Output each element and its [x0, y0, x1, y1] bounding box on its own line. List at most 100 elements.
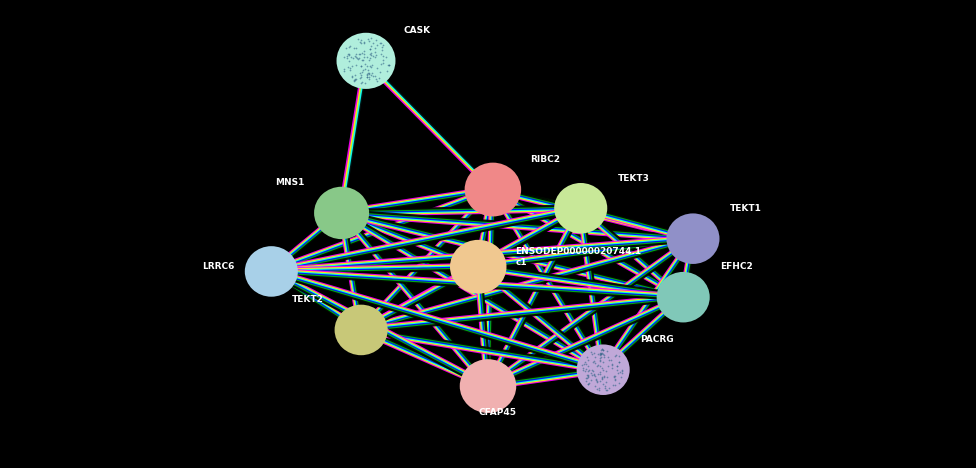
Point	[361, 69, 377, 76]
Point	[348, 53, 364, 61]
Point	[608, 351, 624, 358]
Point	[577, 360, 592, 368]
Point	[607, 382, 623, 389]
Point	[360, 70, 376, 77]
Point	[357, 79, 373, 86]
Point	[577, 358, 592, 366]
Point	[359, 71, 375, 78]
Point	[589, 376, 604, 384]
Point	[336, 65, 351, 73]
Point	[353, 62, 369, 70]
Ellipse shape	[460, 359, 516, 413]
Text: TEKT3: TEKT3	[618, 174, 650, 183]
Text: RIBC2: RIBC2	[530, 155, 560, 164]
Point	[578, 361, 593, 368]
Point	[592, 370, 608, 378]
Point	[381, 61, 396, 69]
Point	[363, 71, 379, 78]
Point	[595, 380, 611, 388]
Point	[360, 36, 376, 43]
Point	[581, 366, 596, 374]
Point	[595, 351, 611, 359]
Point	[590, 385, 605, 393]
Point	[580, 353, 595, 360]
Point	[578, 366, 593, 373]
Point	[376, 56, 391, 64]
Point	[612, 368, 628, 376]
Point	[342, 57, 357, 65]
Point	[613, 373, 629, 381]
Point	[374, 51, 389, 58]
Point	[368, 76, 384, 83]
Ellipse shape	[667, 213, 719, 264]
Point	[363, 35, 379, 42]
Point	[587, 353, 602, 361]
Point	[604, 361, 620, 368]
Point	[367, 54, 383, 61]
Point	[347, 77, 363, 84]
Point	[597, 382, 613, 390]
Point	[587, 372, 602, 380]
Point	[579, 377, 594, 385]
Point	[581, 356, 596, 364]
Point	[343, 64, 358, 72]
Ellipse shape	[337, 33, 395, 89]
Point	[581, 373, 596, 380]
Point	[374, 44, 389, 51]
Point	[606, 373, 622, 380]
Point	[360, 66, 376, 73]
Point	[596, 373, 612, 380]
Point	[361, 57, 377, 64]
Point	[346, 72, 362, 79]
Point	[356, 38, 372, 45]
Point	[604, 364, 620, 372]
Point	[597, 384, 613, 391]
Point	[375, 52, 390, 60]
Point	[362, 45, 378, 53]
Point	[370, 77, 386, 84]
Point	[581, 380, 596, 388]
Point	[368, 51, 384, 58]
Point	[372, 74, 387, 81]
Point	[591, 387, 607, 394]
Text: TEKT2: TEKT2	[292, 295, 324, 304]
Point	[343, 53, 358, 60]
Point	[614, 367, 630, 374]
Point	[346, 77, 362, 84]
Point	[352, 69, 368, 77]
Point	[604, 360, 620, 367]
Point	[591, 363, 607, 370]
Point	[341, 51, 356, 59]
Ellipse shape	[577, 344, 630, 395]
Point	[361, 73, 377, 81]
Point	[367, 73, 383, 80]
Point	[589, 378, 604, 386]
Point	[576, 364, 591, 372]
Point	[593, 375, 609, 382]
Point	[348, 61, 364, 68]
Point	[351, 38, 367, 45]
Point	[339, 44, 354, 51]
Point	[607, 375, 623, 382]
Point	[584, 371, 599, 379]
Point	[611, 358, 627, 366]
Text: LRRC6: LRRC6	[202, 263, 234, 271]
Point	[349, 55, 365, 62]
Point	[593, 350, 609, 358]
Point	[586, 367, 601, 374]
Ellipse shape	[450, 240, 507, 294]
Point	[594, 349, 610, 357]
Point	[351, 54, 367, 62]
Point	[367, 44, 383, 51]
Point	[607, 376, 623, 384]
Point	[357, 60, 373, 68]
Point	[353, 39, 369, 47]
Point	[375, 59, 390, 67]
Point	[584, 367, 599, 374]
Point	[594, 345, 610, 352]
Ellipse shape	[335, 305, 387, 355]
Point	[373, 39, 388, 47]
Point	[579, 374, 594, 381]
Point	[347, 75, 363, 83]
Point	[353, 73, 369, 80]
